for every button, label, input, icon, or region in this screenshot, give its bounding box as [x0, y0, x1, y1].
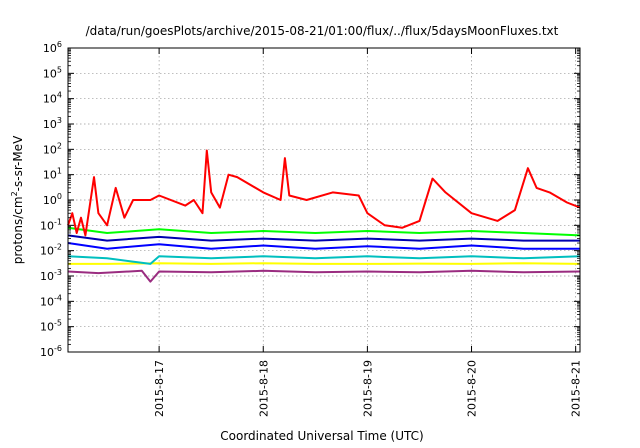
y-tick-label: 105 — [43, 65, 62, 80]
y-tick-base: 10 — [43, 143, 57, 156]
y-tick-label: 106 — [43, 40, 62, 55]
y-tick-label: 104 — [43, 91, 62, 106]
chart-title: /data/run/goesPlots/archive/2015-08-21/0… — [86, 24, 559, 38]
y-tick-exp: 5 — [57, 65, 62, 74]
y-tick-label: 10-5 — [40, 319, 62, 334]
x-tick-label: 2015-8-20 — [466, 360, 479, 417]
series-line-5 — [67, 234, 580, 242]
ticks — [68, 47, 580, 353]
y-tick-labels: 10610510410310210110010-110-210-310-410-… — [40, 40, 62, 359]
x-tick-label: 2015-8-17 — [153, 360, 166, 417]
y-tick-base: 10 — [40, 245, 54, 258]
y-tick-base: 10 — [43, 67, 57, 80]
y-tick-exp: 6 — [57, 40, 62, 49]
x-tick-label: 2015-8-21 — [570, 360, 583, 417]
y-axis-label-prefix: protons/cm — [11, 196, 25, 264]
y-tick-label: 10-3 — [40, 268, 62, 283]
x-tick-label: 2015-8-19 — [361, 360, 374, 417]
y-axis-label-sup: 2 — [10, 191, 19, 196]
y-tick-exp: 1 — [57, 167, 62, 176]
y-tick-base: 10 — [40, 295, 54, 308]
y-tick-exp: -1 — [54, 217, 62, 226]
series-line-1 — [67, 269, 581, 283]
y-tick-label: 10-1 — [40, 217, 62, 232]
series-line-4 — [67, 242, 580, 250]
series-group — [67, 149, 581, 283]
y-tick-exp: 2 — [57, 141, 62, 150]
y-tick-base: 10 — [43, 169, 57, 182]
y-tick-label: 103 — [43, 116, 62, 131]
y-tick-label: 100 — [43, 192, 62, 207]
y-tick-exp: 0 — [57, 192, 62, 201]
y-tick-base: 10 — [40, 346, 54, 359]
series-line-3 — [67, 226, 581, 237]
y-tick-base: 10 — [40, 321, 54, 334]
y-tick-label: 101 — [43, 167, 62, 182]
y-tick-exp: -6 — [54, 344, 62, 353]
y-axis-label-suffix: -s-sr-MeV — [11, 135, 25, 191]
x-axis-label: Coordinated Universal Time (UTC) — [220, 429, 423, 443]
y-tick-base: 10 — [40, 270, 54, 283]
y-tick-base: 10 — [40, 219, 54, 232]
y-tick-exp: 4 — [57, 91, 62, 100]
y-tick-base: 10 — [43, 118, 57, 131]
series-line-6 — [67, 149, 581, 237]
y-tick-exp: -3 — [54, 268, 62, 277]
y-tick-base: 10 — [43, 93, 57, 106]
y-tick-exp: 3 — [57, 116, 62, 125]
x-tick-labels: 2015-8-17 2015-8-18 2015-8-19 2015-8-20 2015… — [153, 360, 583, 417]
y-tick-exp: -4 — [54, 293, 62, 302]
y-tick-exp: -5 — [54, 319, 62, 328]
y-tick-label: 10-4 — [40, 293, 62, 308]
x-tick-label: 2015-8-18 — [257, 360, 270, 417]
y-tick-base: 10 — [43, 194, 57, 207]
y-tick-label: 10-6 — [40, 344, 62, 359]
y-tick-label: 10-2 — [40, 243, 62, 258]
y-axis-label: protons/cm2-s-sr-MeV — [10, 135, 25, 264]
series-line-2 — [67, 255, 581, 265]
y-tick-label: 102 — [43, 141, 62, 156]
y-tick-exp: -2 — [54, 243, 62, 252]
y-tick-base: 10 — [43, 42, 57, 55]
